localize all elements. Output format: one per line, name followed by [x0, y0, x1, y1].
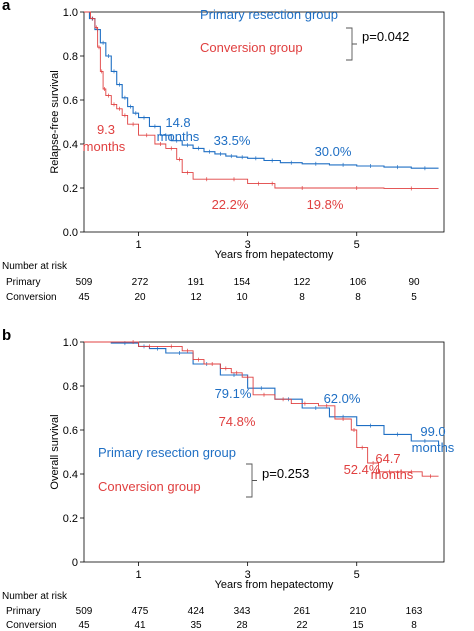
- series-line-primary: [84, 11, 439, 169]
- risk-cell: 210: [350, 606, 367, 617]
- annotation: 33.5%: [214, 133, 251, 148]
- x-tick-label: 1: [135, 239, 141, 251]
- risk-cell: 41: [134, 620, 146, 631]
- x-axis-label: Years from hepatectomy: [215, 249, 334, 261]
- y-tick-label: 0.0: [63, 227, 78, 239]
- risk-cell: 15: [352, 620, 364, 631]
- risk-row-label: Conversion: [6, 620, 57, 631]
- y-tick-label: 0.2: [63, 513, 78, 525]
- plot-frame: [83, 11, 445, 233]
- annotation: 30.0%: [315, 144, 352, 159]
- annotation: months: [412, 440, 455, 455]
- y-tick-label: 0.6: [63, 425, 78, 437]
- y-tick-label: 0: [72, 557, 78, 569]
- legend-bracket: [346, 27, 357, 61]
- y-axis-label: Overall survival: [49, 414, 61, 489]
- risk-cell: 90: [408, 277, 420, 288]
- risk-cell: 122: [294, 277, 311, 288]
- y-tick-label: 0.8: [63, 381, 78, 393]
- p-value: p=0.253: [262, 466, 309, 481]
- annotation: months: [83, 139, 126, 154]
- x-tick-label: 3: [245, 239, 251, 251]
- annotation: 74.8%: [219, 414, 256, 429]
- x-tick-label: 3: [245, 569, 251, 581]
- risk-cell: 45: [78, 292, 90, 303]
- x-tick-label: 1: [135, 569, 141, 581]
- risk-cell: 45: [78, 620, 90, 631]
- y-axis-label: Relapse-free survival: [49, 70, 61, 173]
- series-line-conversion: [84, 11, 439, 189]
- annotation: 22.2%: [212, 197, 249, 212]
- legend-conversion: Conversion group: [98, 479, 201, 494]
- x-tick-label: 5: [354, 239, 360, 251]
- risk-cell: 8: [411, 620, 417, 631]
- y-tick-label: 0.4: [63, 469, 78, 481]
- x-tick-label: 5: [354, 569, 360, 581]
- risk-row-label: Conversion: [6, 292, 57, 303]
- annotation: 19.8%: [307, 197, 344, 212]
- annotation: months: [371, 467, 414, 482]
- panel-a: a 0.0 0.2 0.4 0.6 0.8 1.0 1 3 5 Years from hepatec…: [2, 0, 445, 303]
- risk-cell: 163: [406, 606, 423, 617]
- risk-cell: 154: [234, 277, 251, 288]
- y-tick-label: 1.0: [63, 7, 78, 19]
- annotation: months: [157, 129, 200, 144]
- legend-primary: Primary resection group: [98, 445, 236, 460]
- risk-cell: 8: [355, 292, 361, 303]
- risk-table-title: Number at risk: [2, 261, 68, 272]
- risk-cell: 106: [350, 277, 367, 288]
- risk-cell: 261: [294, 606, 311, 617]
- annotation: 99.0: [420, 424, 445, 439]
- risk-cell: 509: [76, 277, 93, 288]
- risk-row-label: Primary: [6, 277, 40, 288]
- risk-cell: 475: [132, 606, 149, 617]
- risk-cell: 20: [134, 292, 146, 303]
- annotation: 64.7: [375, 451, 400, 466]
- risk-cell: 343: [234, 606, 251, 617]
- annotation: 62.0%: [324, 391, 361, 406]
- legend-primary: Primary resection group: [200, 7, 338, 22]
- risk-cell: 424: [188, 606, 205, 617]
- risk-cell: 272: [132, 277, 149, 288]
- risk-cell: 8: [299, 292, 305, 303]
- plot-frame: [83, 341, 445, 563]
- x-axis-label: Years from hepatectomy: [215, 579, 334, 591]
- legend-conversion: Conversion group: [200, 40, 303, 55]
- risk-table-title: Number at risk: [2, 591, 68, 602]
- y-tick-label: 0.2: [63, 183, 78, 195]
- panel-label: b: [2, 327, 11, 344]
- annotation: 79.1%: [215, 386, 252, 401]
- risk-cell: 12: [190, 292, 202, 303]
- p-value: p=0.042: [362, 29, 409, 44]
- risk-row-label: Primary: [6, 606, 40, 617]
- risk-cell: 22: [296, 620, 308, 631]
- y-tick-label: 0.6: [63, 95, 78, 107]
- risk-cell: 35: [190, 620, 202, 631]
- annotation: 52.4%: [344, 462, 381, 477]
- y-tick-label: 1.0: [63, 337, 78, 349]
- panel-label: a: [2, 0, 11, 14]
- annotation: 14.8: [165, 115, 190, 130]
- risk-cell: 191: [188, 277, 205, 288]
- risk-cell: 509: [76, 606, 93, 617]
- y-tick-label: 0.8: [63, 51, 78, 63]
- legend-bracket: [246, 463, 257, 498]
- series-line-conversion: [84, 341, 439, 477]
- annotation: 9.3: [97, 122, 115, 137]
- series-line-primary: [84, 341, 440, 446]
- y-tick-label: 0.4: [63, 139, 78, 151]
- risk-cell: 5: [411, 292, 417, 303]
- risk-cell: 10: [236, 292, 248, 303]
- risk-cell: 28: [236, 620, 248, 631]
